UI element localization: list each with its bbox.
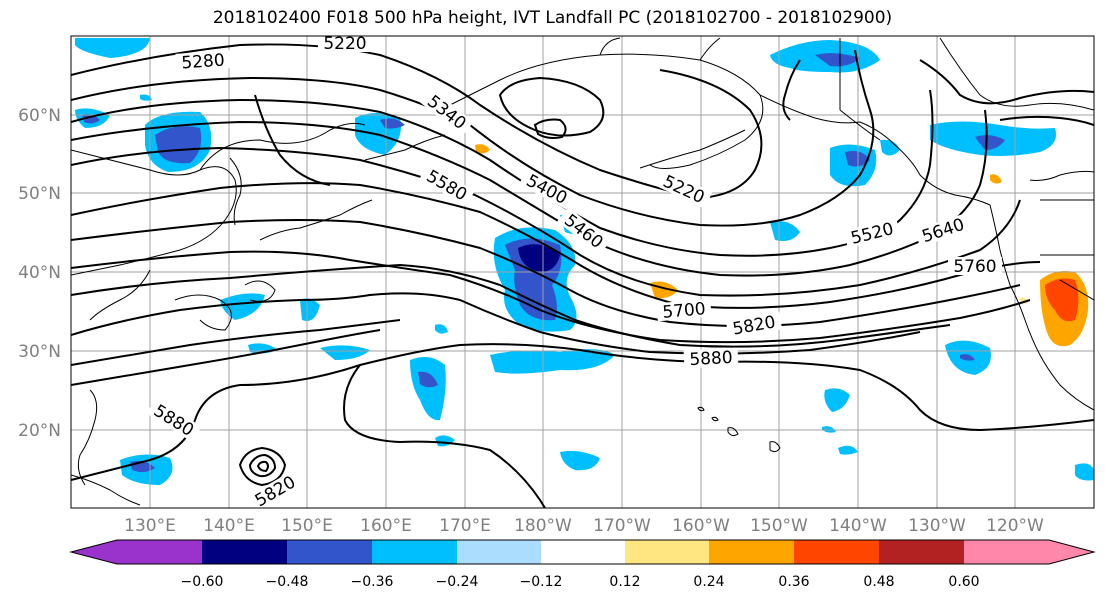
- longitude-labels: 130°E 140°E 150°E 160°E 170°E 180°W 170°…: [124, 516, 1044, 536]
- lon-label: 130°W: [908, 516, 966, 536]
- colorbar-segment: [625, 540, 709, 564]
- colorbar-segment: [287, 540, 372, 564]
- map-frame: [70, 35, 1095, 509]
- lon-label: 120°W: [986, 516, 1044, 536]
- colorbar-segment: [202, 540, 287, 564]
- latitude-labels: 20°N 30°N 40°N 50°N 60°N: [18, 106, 61, 441]
- lon-label: 160°W: [672, 516, 730, 536]
- lon-label: 130°E: [124, 516, 176, 536]
- colorbar-segment: [794, 540, 879, 564]
- contour-label: 5280: [181, 51, 226, 74]
- colorbar-tick-label: 0.24: [693, 574, 724, 590]
- colorbar-tick-label: −0.36: [351, 574, 394, 590]
- colorbar: −0.60 −0.48 −0.36 −0.24 −0.12 0.12 0.24 …: [69, 539, 1096, 590]
- colorbar-tick-label: −0.48: [266, 574, 309, 590]
- lat-label: 20°N: [18, 421, 61, 441]
- colorbar-segment: [709, 540, 794, 564]
- colorbar-segment: [117, 540, 202, 564]
- colorbar-tick-label: −0.12: [520, 574, 563, 590]
- colorbar-segment: [372, 540, 457, 564]
- colorbar-extend-left: [71, 540, 117, 564]
- lat-label: 40°N: [18, 263, 61, 283]
- contour-labels: 5220 5280 5340 5580 5400 5460 5220 5520 …: [146, 34, 1002, 508]
- colorbar-segment: [457, 540, 541, 564]
- lon-label: 170°W: [593, 516, 651, 536]
- map-title: 2018102400 F018 500 hPa height, IVT Land…: [212, 8, 893, 28]
- contour-label: 5760: [953, 257, 996, 277]
- lat-label: 60°N: [18, 106, 61, 126]
- colorbar-segment: [964, 540, 1049, 564]
- colorbar-extend-right: [1049, 540, 1094, 564]
- colorbar-tick-label: 0.12: [609, 574, 640, 590]
- lon-label: 150°W: [750, 516, 808, 536]
- contour-label: 5700: [662, 299, 707, 323]
- lon-label: 160°E: [360, 516, 412, 536]
- colorbar-tick-label: −0.60: [181, 574, 224, 590]
- lon-label: 150°E: [281, 516, 333, 536]
- lon-label: 140°W: [829, 516, 887, 536]
- colorbar-tick-label: 0.48: [863, 574, 894, 590]
- lon-label: 180°W: [514, 516, 572, 536]
- contour-label: 5220: [323, 34, 366, 54]
- colorbar-tick-label: 0.36: [778, 574, 809, 590]
- lon-label: 140°E: [203, 516, 255, 536]
- lat-label: 50°N: [18, 184, 61, 204]
- colorbar-tick-label: 0.60: [948, 574, 979, 590]
- colorbar-tick-label: −0.24: [436, 574, 479, 590]
- colorbar-segment: [879, 540, 964, 564]
- lat-label: 30°N: [18, 342, 61, 362]
- colorbar-segment: [541, 540, 625, 564]
- contour-label: 5880: [689, 348, 733, 370]
- lon-label: 170°E: [439, 516, 491, 536]
